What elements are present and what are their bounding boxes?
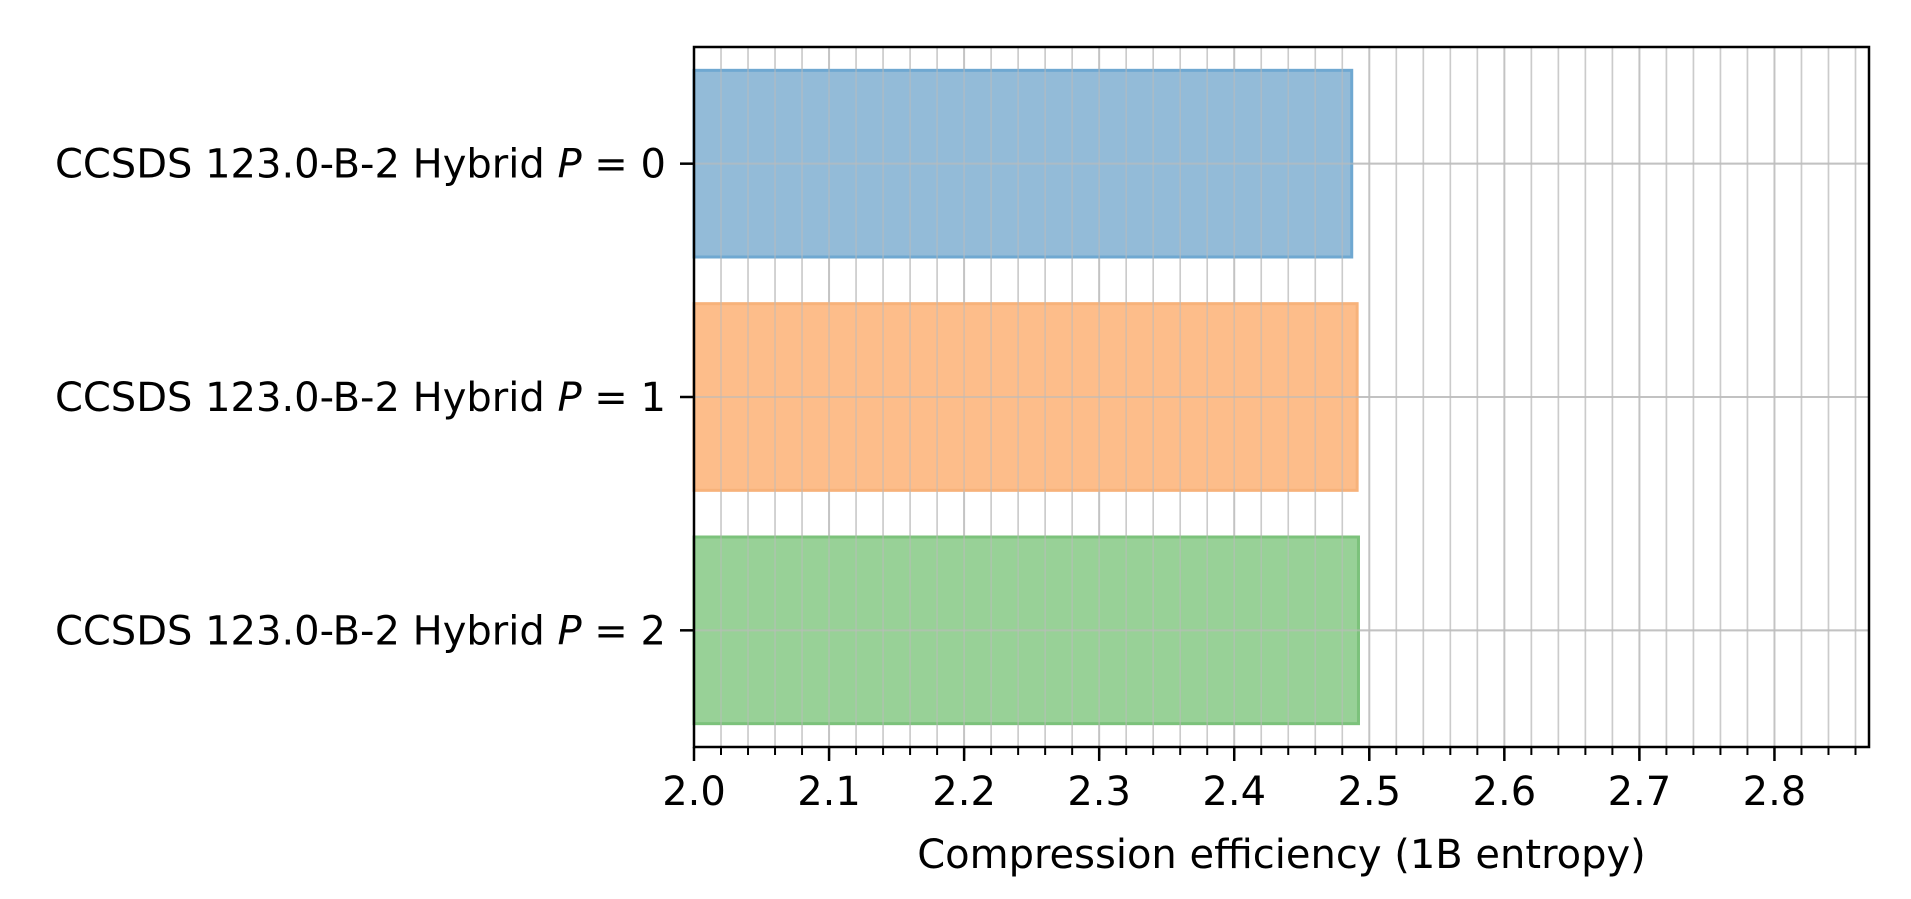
- x-ticks: 2.0 2.1 2.2 2.3 2.4 2.5 2.6 2.7 2.8: [662, 747, 1857, 815]
- x-tick-label: 2.0: [662, 769, 726, 815]
- x-tick-label: 2.6: [1473, 769, 1537, 815]
- x-tick-label: 2.8: [1743, 769, 1807, 815]
- x-tick-label: 2.3: [1067, 769, 1131, 815]
- x-tick-label: 2.7: [1608, 769, 1672, 815]
- y-tick-label: CCSDS 123.0-B-2 Hybrid P = 2: [55, 608, 666, 654]
- x-tick-label: 2.1: [797, 769, 861, 815]
- y-ticks: CCSDS 123.0-B-2 Hybrid P = 0 CCSDS 123.0-…: [55, 142, 694, 654]
- y-tick-label: CCSDS 123.0-B-2 Hybrid P = 1: [55, 375, 666, 421]
- x-axis-title: Compression efficiency (1B entropy): [917, 832, 1646, 878]
- x-tick-label: 2.5: [1337, 769, 1401, 815]
- grid-overlay: [693, 47, 1869, 747]
- x-tick-label: 2.2: [932, 769, 996, 815]
- y-tick-label: CCSDS 123.0-B-2 Hybrid P = 0: [55, 142, 666, 188]
- x-tick-label: 2.4: [1202, 769, 1266, 815]
